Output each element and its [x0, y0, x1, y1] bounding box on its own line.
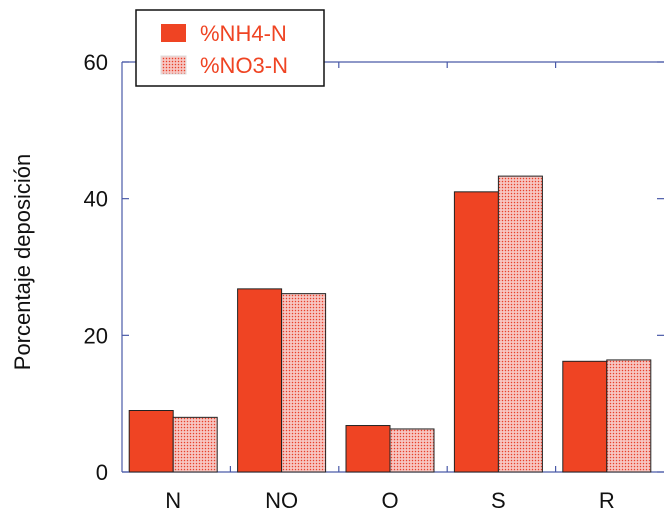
- y-axis-label: Porcentaje deposición: [10, 154, 35, 370]
- bar-nh4-n: [128, 410, 174, 473]
- y-ticks: 0 20 40 60: [84, 50, 664, 485]
- bar-nh4-s: [453, 191, 499, 473]
- legend: %NH4-N %NO3-N: [135, 9, 325, 87]
- bar-nh4-r: [562, 360, 608, 473]
- bar-no3-n: [172, 416, 218, 473]
- x-tick-label-no: NO: [265, 488, 298, 512]
- bar-no3-r: [606, 359, 652, 473]
- bar-no3-no: [281, 293, 327, 473]
- x-tick-labels: N NO O S R: [165, 488, 614, 512]
- bar-nh4-o: [345, 425, 391, 473]
- y-tick-label: 0: [96, 460, 108, 485]
- x-tick-label-r: R: [599, 488, 615, 512]
- y-tick-label: 20: [84, 323, 108, 348]
- bars: [128, 175, 652, 473]
- x-tick-label-n: N: [165, 488, 181, 512]
- legend-label-nh4: %NH4-N: [200, 21, 287, 46]
- legend-label-no3: %NO3-N: [200, 53, 288, 78]
- legend-swatch-nh4: [161, 24, 186, 42]
- bar-no3-s: [497, 175, 543, 473]
- bar-no3-o: [389, 428, 435, 473]
- x-tick-label-o: O: [381, 488, 398, 512]
- legend-swatch-no3: [160, 55, 187, 75]
- x-tick-label-s: S: [491, 488, 506, 512]
- y-tick-label: 40: [84, 187, 108, 212]
- y-tick-label: 60: [84, 50, 108, 75]
- bar-nh4-no: [237, 288, 283, 473]
